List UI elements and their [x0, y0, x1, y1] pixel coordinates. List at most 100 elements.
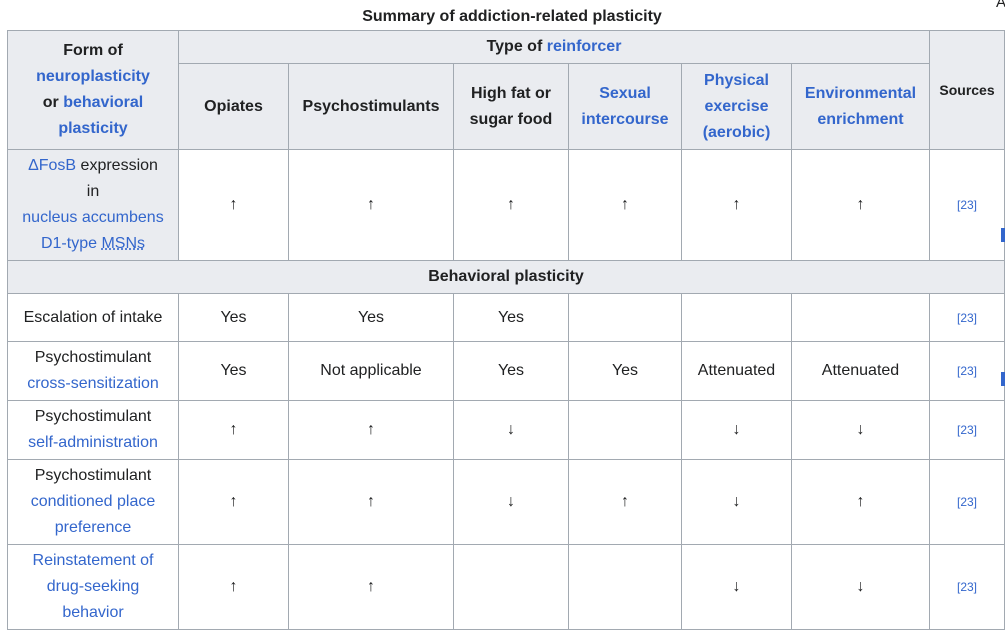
col-sexual-intercourse: Sexual intercourse — [568, 63, 682, 150]
clipped-sidebar-text: A — [996, 0, 1005, 11]
citation-link[interactable]: [23] — [956, 364, 977, 378]
table-cell: ↑ — [178, 400, 289, 460]
table-cell: ↓ — [453, 400, 569, 460]
table-cell: ↑ — [791, 149, 930, 261]
table-cell: ↑ — [453, 149, 569, 261]
row-label-fosb: ΔFosB expression in nucleus accumbens D1… — [7, 149, 179, 261]
environmental-enrichment-link[interactable]: Environmental enrichment — [804, 84, 917, 128]
row-label-text: in — [86, 183, 100, 200]
behavioral-plasticity-link[interactable]: behavioral plasticity — [58, 94, 144, 137]
physical-exercise-link[interactable]: Physical exercise (aerobic) — [702, 71, 771, 141]
col-text: High fat or — [471, 84, 551, 102]
sexual-intercourse-link[interactable]: Sexual intercourse — [581, 84, 669, 128]
citation-link[interactable]: [23] — [956, 198, 977, 212]
conditioned-place-preference-link[interactable]: conditioned place preference — [30, 493, 156, 536]
table-row: Psychostimulant cross-sensitization Yes … — [7, 341, 1005, 401]
table-cell: Not applicable — [288, 341, 454, 401]
type-of-reinforcer-header: Type of reinforcer — [178, 30, 930, 64]
table-caption: Summary of addiction-related plasticity — [362, 8, 662, 25]
clipped-sidebar-mark — [1001, 228, 1005, 242]
sources-cell: [23] — [929, 459, 1005, 545]
table-cell: ↑ — [178, 149, 289, 261]
table-cell: ↓ — [681, 400, 792, 460]
header-text: Form of — [63, 42, 123, 59]
row-label-text: Psychostimulant — [34, 349, 152, 366]
fosb-link[interactable]: ΔFosB — [28, 157, 77, 174]
sources-cell: [23] — [929, 341, 1005, 401]
cross-sensitization-link[interactable]: cross-sensitization — [27, 375, 159, 392]
row-label: Psychostimulant self-administration — [7, 400, 179, 460]
table-cell: ↑ — [568, 149, 682, 261]
table-cell: Yes — [568, 341, 682, 401]
table-cell — [568, 293, 682, 342]
table-cell: Yes — [288, 293, 454, 342]
table-cell: ↑ — [791, 459, 930, 545]
header-row-2: Opiates Psychostimulants High fat or sug… — [8, 63, 1005, 150]
table-cell: ↑ — [288, 400, 454, 460]
col-physical-exercise: Physical exercise (aerobic) — [681, 63, 792, 150]
table-cell: Attenuated — [681, 341, 792, 401]
row-label-text: expression — [80, 157, 158, 174]
table-cell: ↑ — [288, 544, 454, 630]
table-cell: ↑ — [681, 149, 792, 261]
header-row-1: Form of neuroplasticity or behavioral pl… — [7, 30, 1005, 150]
sources-cell: [23] — [929, 149, 1005, 261]
self-administration-link[interactable]: self-administration — [28, 434, 158, 451]
row-label: Reinstatement of drug-seeking behavior — [7, 544, 179, 630]
col-psychostimulants: Psychostimulants — [288, 63, 454, 150]
reinforcer-link[interactable]: reinforcer — [546, 38, 622, 55]
reinstatement-link[interactable]: Reinstatement of drug-seeking behavior — [32, 552, 154, 621]
sources-cell: [23] — [929, 400, 1005, 460]
table-cell: ↑ — [568, 459, 682, 545]
table-cell: Attenuated — [791, 341, 930, 401]
table-cell — [568, 400, 682, 460]
nucleus-accumbens-link[interactable]: nucleus accumbens — [22, 209, 164, 226]
citation-link[interactable]: [23] — [956, 495, 977, 509]
table-cell — [791, 293, 930, 342]
table-row: Escalation of intake Yes Yes Yes [23] — [7, 293, 1005, 342]
row-label: Psychostimulant cross-sensitization — [7, 341, 179, 401]
citation-link[interactable]: [23] — [956, 423, 977, 437]
plasticity-summary-table: Form of neuroplasticity or behavioral pl… — [7, 30, 1005, 630]
row-label: Escalation of intake — [7, 293, 179, 342]
row-label: Psychostimulant conditioned place prefere… — [7, 459, 179, 545]
citation-link[interactable]: [23] — [956, 310, 977, 325]
sources-header: Sources — [929, 30, 1005, 150]
table-row: Psychostimulant conditioned place prefere… — [7, 459, 1005, 545]
table-cell: ↓ — [791, 400, 930, 460]
msns-link[interactable]: MSNs — [101, 235, 146, 252]
table-cell: ↑ — [178, 459, 289, 545]
sources-cell: [23] — [929, 544, 1005, 630]
row-label-text: Psychostimulant — [34, 467, 152, 484]
table-cell: ↓ — [681, 459, 792, 545]
d1-type-link[interactable]: D1-type — [40, 235, 97, 252]
table-cell: ↓ — [681, 544, 792, 630]
table-cell: ↓ — [453, 459, 569, 545]
header-text: Type of — [486, 38, 543, 55]
citation-link[interactable]: [23] — [956, 580, 977, 594]
table-row-fosb: ΔFosB expression in nucleus accumbens D1… — [7, 149, 1005, 261]
section-row-behavioral: Behavioral plasticity — [7, 260, 1005, 294]
col-high-fat-sugar-food: High fat or sugar food — [453, 63, 569, 150]
row-label-text: Psychostimulant — [34, 408, 152, 425]
table-cell: Yes — [178, 293, 289, 342]
table-cell: ↓ — [791, 544, 930, 630]
form-of-plasticity-header: Form of neuroplasticity or behavioral pl… — [7, 30, 179, 150]
col-opiates: Opiates — [178, 63, 289, 150]
table-cell: Yes — [178, 341, 289, 401]
sources-cell: [23] — [929, 293, 1005, 342]
col-text: sugar food — [469, 110, 553, 128]
table-row: Reinstatement of drug-seeking behavior ↑ ↑… — [7, 544, 1005, 630]
table-cell — [681, 293, 792, 342]
table-cell — [453, 544, 569, 630]
table-cell: ↑ — [288, 149, 454, 261]
header-text: or — [42, 94, 59, 111]
table-cell: Yes — [453, 341, 569, 401]
table-row: Psychostimulant self-administration ↑ ↑ … — [7, 400, 1005, 460]
col-environmental-enrichment: Environmental enrichment — [791, 63, 930, 150]
table-cell — [568, 544, 682, 630]
clipped-sidebar-mark — [1001, 372, 1005, 386]
table-cell: ↑ — [288, 459, 454, 545]
table-cell: Yes — [453, 293, 569, 342]
neuroplasticity-link[interactable]: neuroplasticity — [36, 68, 150, 85]
